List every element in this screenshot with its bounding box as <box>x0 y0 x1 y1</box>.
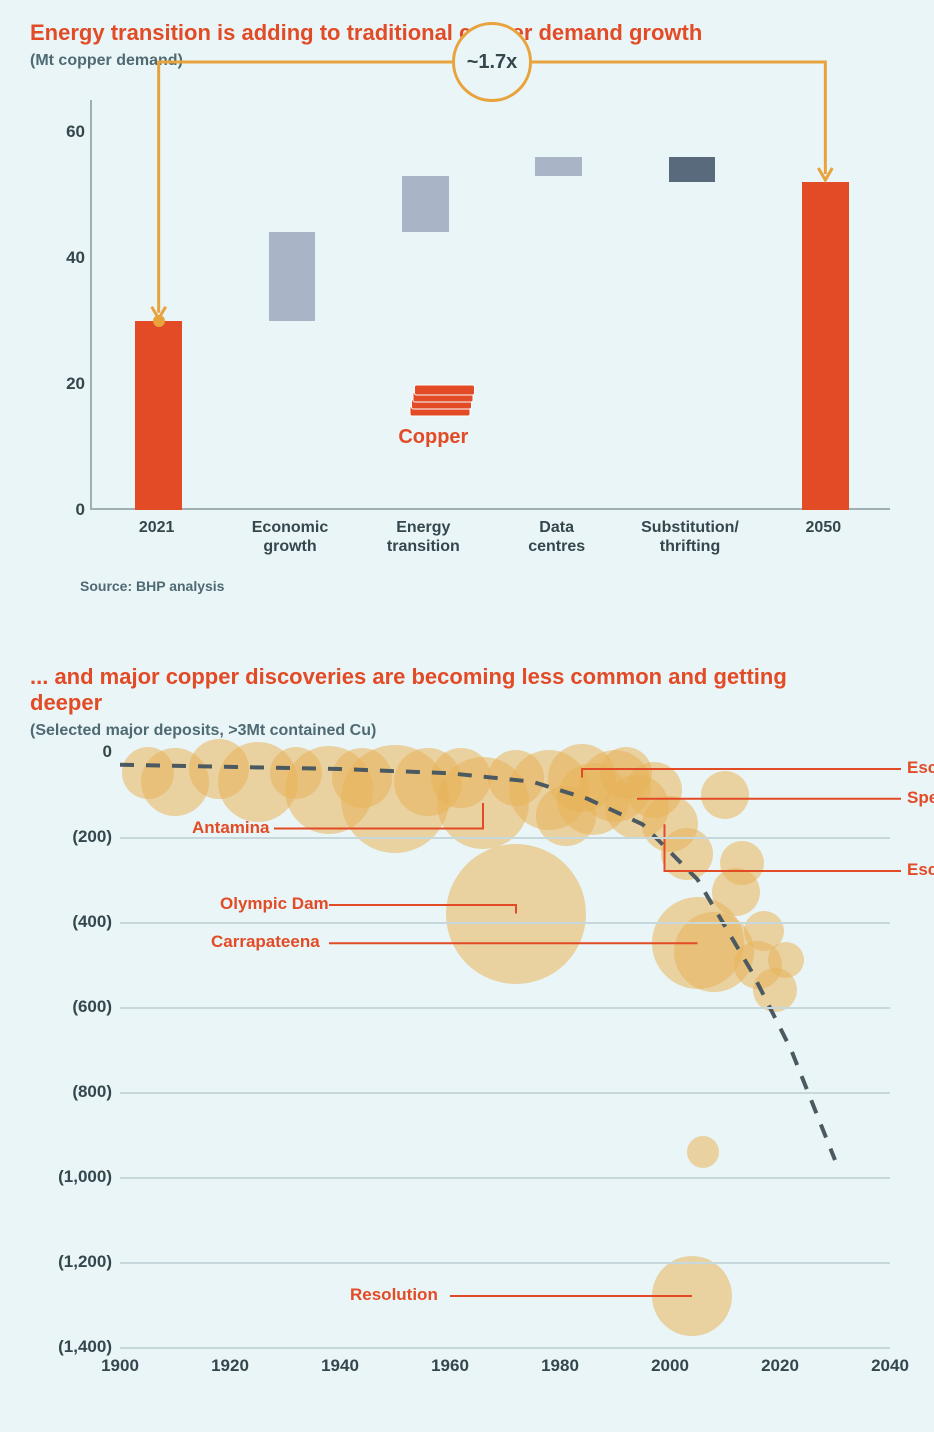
waterfall-xlabel: Economicgrowth <box>218 518 361 556</box>
waterfall-xlabel: 2021 <box>85 518 228 537</box>
bubble-chart: EscondidaSpenceEscondida NAntaminaOlympi… <box>30 752 900 1392</box>
bubble-gridline <box>120 1092 890 1094</box>
waterfall-ytick: 0 <box>30 500 85 520</box>
copper-label: Copper <box>398 426 468 449</box>
bubble-title: ... and major copper discoveries are bec… <box>30 664 850 716</box>
waterfall-xlabel: 2050 <box>752 518 895 537</box>
bubble-xtick: 2000 <box>651 1356 689 1376</box>
bubble-xtick: 1940 <box>321 1356 359 1376</box>
deposit-label: Resolution <box>350 1285 438 1305</box>
bubble-ytick: (1,000) <box>30 1167 112 1187</box>
bubble-gridline <box>120 1177 890 1179</box>
waterfall-xlabel: Energytransition <box>352 518 495 556</box>
deposit-leader-line <box>582 769 901 778</box>
deposit-label: Olympic Dam <box>220 894 329 914</box>
bubble-plot-area: EscondidaSpenceEscondida NAntaminaOlympi… <box>120 752 890 1347</box>
waterfall-xlabel: Datacentres <box>485 518 628 556</box>
bubble-ytick: (400) <box>30 912 112 932</box>
bubble-xtick: 2040 <box>871 1356 909 1376</box>
deposit-label: Spence <box>907 788 934 808</box>
waterfall-plot-area: ~1.7xCopper <box>90 100 890 510</box>
waterfall-ytick: 60 <box>30 122 85 142</box>
bubble-gridline <box>120 1347 890 1349</box>
deposit-label: Antamina <box>192 818 269 838</box>
bubble-ytick: (600) <box>30 997 112 1017</box>
copper-stack-icon <box>408 376 478 426</box>
bubble-xtick: 2020 <box>761 1356 799 1376</box>
deposit-leader-line <box>274 803 483 829</box>
bubble-ytick: 0 <box>30 742 112 762</box>
deposit-label: Escondida N <box>907 860 934 880</box>
bubble-ytick: (200) <box>30 827 112 847</box>
bubble-gridline <box>120 837 890 839</box>
bubble-ytick: (1,200) <box>30 1252 112 1272</box>
deposit-label: Escondida <box>907 758 934 778</box>
bubble-ytick: (800) <box>30 1082 112 1102</box>
waterfall-ytick: 20 <box>30 374 85 394</box>
waterfall-annotation-arrows <box>92 20 892 530</box>
bubble-ytick: (1,400) <box>30 1337 112 1357</box>
waterfall-chart: ~1.7xCopper 0 20 40 60 2021EconomicgrowthEne… <box>30 100 900 560</box>
bubble-svg-layer <box>120 752 890 1347</box>
bubble-gridline <box>120 922 890 924</box>
waterfall-ytick: 40 <box>30 248 85 268</box>
bubble-xtick: 1920 <box>211 1356 249 1376</box>
annotation-dot <box>153 315 165 327</box>
waterfall-xlabel: Substitution/thrifting <box>618 518 761 556</box>
bubble-xtick: 1980 <box>541 1356 579 1376</box>
bubble-gridline <box>120 1262 890 1264</box>
deposit-label: Carrapateena <box>211 932 320 952</box>
bubble-xtick: 1960 <box>431 1356 469 1376</box>
bubble-xtick: 1900 <box>101 1356 139 1376</box>
deposit-leader-line <box>329 905 516 914</box>
bubble-gridline <box>120 1007 890 1009</box>
waterfall-source: Source: BHP analysis <box>80 578 904 594</box>
bubble-subtitle: (Selected major deposits, >3Mt contained… <box>30 722 904 740</box>
deposit-leader-line <box>665 824 902 871</box>
